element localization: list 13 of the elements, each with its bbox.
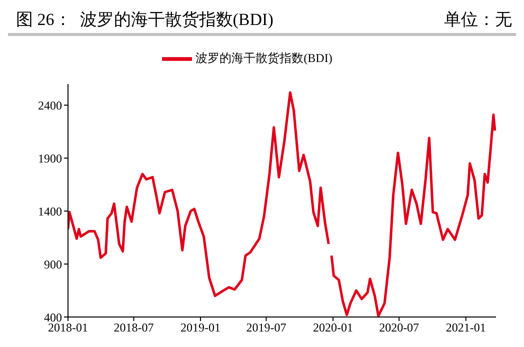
chart-title: 图 26： 波罗的海干散货指数(BDI) [16,9,274,31]
x-tick-label: 2020-01 [313,320,354,335]
y-tick-label: 1900 [38,151,62,166]
x-tick-label: 2019-01 [180,320,220,335]
y-tick-label: 900 [44,257,62,272]
x-tick-label: 2019-07 [246,320,286,335]
legend-label: 波罗的海干散货指数(BDI) [196,50,332,65]
text: 单位：无 [444,9,512,31]
x-tick-label: 2021-01 [446,320,486,335]
y-tick-label: 1400 [38,204,62,218]
x-tick-label: 2020-07 [379,320,420,335]
x-tick-label: 2018-07 [114,320,154,335]
y-tick-label: 2400 [38,98,62,112]
